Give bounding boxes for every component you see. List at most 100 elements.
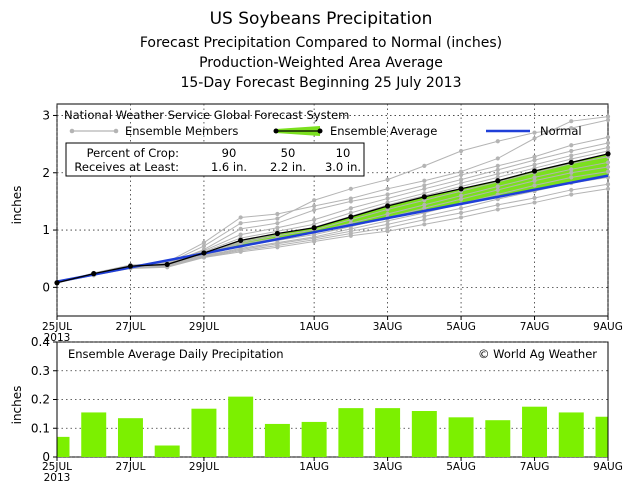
daily-precip-bar [301,421,327,457]
x-tick-label: 5AUG [446,461,476,473]
ensemble-member-point [569,192,574,197]
daily-precip-bar [154,445,180,457]
ensemble-member-point [422,183,427,188]
x-tick-label: 25JUL [42,461,72,473]
daily-precip-bar [338,408,364,457]
ensemble-member-line [56,188,609,284]
bottom-y-axis-label: inches [10,386,24,425]
legend-average-marker [273,128,279,134]
ensemble-member-point [495,167,500,172]
ensemble-member-point [532,178,537,183]
ensemble-member-point [238,221,243,226]
crop-table-row2-value: 1.6 in. [211,160,247,174]
y-tick-label: 0 [42,280,50,294]
ensemble-member-point [569,125,574,131]
daily-precip-bar [81,412,107,457]
ensemble-member-point [275,245,280,250]
ensemble-member-point [275,216,280,221]
daily-precip-bar [558,412,584,457]
crop-table-row1-value: 50 [281,146,296,160]
ensemble-member-point [385,196,390,201]
top-y-axis-label: inches [10,186,24,225]
ensemble-member-point [385,211,390,217]
crop-table-row2-label: Receives at Least: [74,160,179,174]
ensemble-member-point [495,202,500,207]
ensemble-member-point [569,148,574,154]
normal-line [56,174,609,283]
crop-table-row2-value: 2.2 in. [270,160,306,174]
bottom-x-year-label: 2013 [44,472,71,484]
normal-series-line [56,174,609,283]
ensemble-member-line [56,171,609,284]
ensemble-member-point [495,163,500,168]
ensemble-member-point [605,186,611,191]
ensemble-average-point [91,271,97,277]
top-x-year-label: 2013 [44,332,71,344]
ensemble-member-point [605,169,611,174]
x-tick-label: 7AUG [520,321,550,333]
ensemble-member-point [385,229,390,234]
top-y-tick-labels: 0 1 2 3 [42,108,50,294]
ensemble-member-point [458,177,464,182]
x-tick-label: 29JUL [189,321,219,333]
x-tick-label: 1AUG [299,321,329,333]
ensemble-member-point [569,175,574,180]
chart-subtitle-1: Forecast Precipitation Compared to Norma… [140,35,502,51]
top-panel-title: National Weather Service Global Forecast… [64,108,349,122]
ensemble-member-point [569,153,574,158]
ensemble-member-point [201,240,207,245]
legend-average-marker [317,128,323,134]
y-tick-label: 0.3 [31,364,50,378]
bottom-grid [53,341,609,461]
ensemble-member-point [458,193,464,198]
credit-label: © World Ag Weather [478,347,597,361]
y-tick-label: 2 [42,166,50,180]
crop-table-frame [65,142,365,177]
ensemble-member-point [422,214,427,219]
ensemble-member-point [348,233,353,238]
ensemble-member-point [422,178,427,183]
ensemble-average-point [605,151,611,157]
ensemble-average-point [495,178,501,184]
daily-precip-bar [191,408,217,457]
ensemble-member-point [312,239,317,244]
crop-percent-table: Percent of Crop: 90 50 10 Receives at Le… [65,142,365,177]
ensemble-member-point [532,154,537,159]
daily-precip-bar [228,396,254,457]
ensemble-member-point [495,171,500,177]
ensemble-member-point [495,207,500,212]
y-tick-label: 0.1 [31,421,50,435]
ensemble-member-point [532,158,537,163]
x-tick-label: 27JUL [115,461,145,473]
ensemble-member-point [201,243,207,249]
daily-precip-bar [375,408,401,457]
daily-precip-bar [264,423,290,457]
x-tick-label: 25JUL [42,321,72,333]
ensemble-average-point [348,214,354,220]
ensemble-member-point [532,130,537,135]
ensemble-member-line [56,183,609,284]
crop-table-row1-label: Percent of Crop: [87,146,179,160]
ensemble-member-point [348,206,353,211]
daily-precip-panel: 0 0.1 0.2 0.3 0.4 25JUL 27JUL 29JUL 1AUG 3AUG 5AU… [10,335,623,484]
top-plot-frame [56,103,609,317]
ensemble-member-point [275,211,280,217]
daily-precip-bar [485,420,511,457]
legend-members-marker [69,128,75,134]
ensemble-member-point [495,175,500,180]
ensemble-member-point [569,119,574,124]
ensemble-member-point [312,203,317,209]
crop-table-row1-value: 90 [222,146,237,160]
chart-title: US Soybeans Precipitation [210,9,433,29]
ensemble-member-point [569,187,574,193]
ensemble-member-point [348,186,353,191]
daily-precip-bar [411,411,437,457]
ensemble-member-point [495,187,500,193]
ensemble-member-point [458,148,464,154]
y-tick-label: 0.4 [31,335,50,349]
daily-precip-bar [522,406,548,457]
ensemble-member-point [385,186,390,191]
ensemble-average-point [238,237,244,243]
x-tick-label: 5AUG [446,321,476,333]
